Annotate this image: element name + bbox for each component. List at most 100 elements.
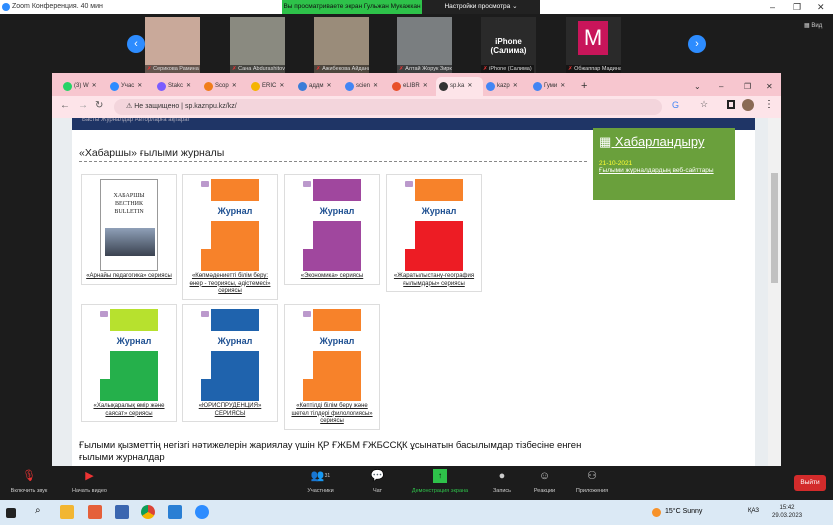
journal-card[interactable]: Журнал «Халықаралық өмір және саясат» сер… (81, 304, 177, 422)
participant-tile[interactable]: ✗ Ажибекова Айдана (314, 17, 369, 73)
journal-cover[interactable]: Журнал (303, 309, 361, 401)
reactions-button[interactable]: ☺ Реакции (533, 470, 556, 494)
site-nav[interactable]: Басты Журналдар Авторларға ақпарат (72, 118, 755, 130)
tab-favicon-icon (345, 82, 354, 91)
weather-text[interactable]: 15°C Sunny (665, 508, 703, 515)
bookmark-star-icon[interactable]: ☆ (700, 99, 709, 109)
powerpoint-icon[interactable] (88, 505, 102, 519)
back-icon[interactable]: ← (60, 100, 70, 111)
chrome-icon[interactable] (141, 505, 155, 519)
prev-participants-button[interactable]: ‹ (127, 35, 145, 53)
browser-tab[interactable]: аддм ✕ (295, 77, 342, 96)
journal-cover[interactable]: Журнал (303, 179, 361, 271)
view-button[interactable]: ▦ Вид (804, 23, 823, 29)
announcement-title[interactable]: ▦ Хабарландыру (599, 134, 705, 149)
journal-link[interactable]: «Көпмәдениетті білім беру: өнер - теория… (189, 273, 271, 294)
journal-card[interactable]: Журнал «Көптілді білім беру және шетел ті… (284, 304, 380, 430)
chat-button[interactable]: 💬 Чат (370, 470, 385, 494)
journal-card[interactable]: Журнал «ЮРИСПРУДЕНЦИЯ» СЕРИЯСЫ (182, 304, 278, 422)
participant-tile[interactable]: M ✗ Обжаппар Мадина Бе... (566, 17, 621, 73)
browser-tab[interactable]: Гуми ✕ (530, 77, 577, 96)
participant-tile[interactable]: iPhone (Салима) ✗ iPhone (Салима) (481, 17, 536, 73)
browser-tab[interactable]: Учас ✕ (107, 77, 154, 96)
participant-tile[interactable]: ✗ Серикова Рамина (145, 17, 200, 73)
browser-tab[interactable]: sp.ka ✕ (436, 77, 483, 96)
close-tab-icon[interactable]: ✕ (231, 83, 237, 89)
browser-tab[interactable]: (3) W ✕ (60, 77, 107, 96)
close-tab-icon[interactable]: ✕ (422, 83, 428, 89)
new-tab-button[interactable]: + (581, 80, 588, 92)
start-video-button[interactable]: ▶ Начать видео (72, 470, 107, 494)
next-participants-button[interactable]: › (688, 35, 706, 53)
forward-icon[interactable]: → (78, 100, 88, 111)
journal-cover[interactable]: Журнал (201, 179, 259, 271)
tab-favicon-icon (63, 82, 72, 91)
google-icon[interactable]: G (672, 100, 680, 110)
apps-button[interactable]: ⚇ Приложения (575, 470, 609, 494)
announcement-link[interactable]: Ғылыми журналдардың веб-сайттары (599, 167, 714, 174)
browser-tab[interactable]: eLIBR ✕ (389, 77, 436, 96)
journal-cover[interactable]: ХАБАРШЫ ВЕСТНИК BULLETIN (100, 179, 158, 271)
close-tab-icon[interactable]: ✕ (560, 83, 566, 89)
photos-icon[interactable] (168, 505, 182, 519)
browser-close-button[interactable]: ✕ (766, 82, 773, 91)
journal-cover[interactable]: Журнал (100, 309, 158, 401)
participant-name: ✗ Серикова Рамина (145, 65, 200, 73)
close-tab-icon[interactable]: ✕ (279, 83, 285, 89)
avatar[interactable] (742, 99, 754, 111)
browser-minimize-button[interactable]: – (719, 82, 724, 91)
journal-card[interactable]: ХАБАРШЫ ВЕСТНИК BULLETIN «Арнайы педагоги… (81, 174, 177, 285)
file-explorer-icon[interactable] (60, 505, 74, 519)
menu-icon[interactable]: ⋮ (764, 99, 774, 110)
participant-tile[interactable]: ✗ Сана Abdurashitova (230, 17, 285, 73)
journal-card[interactable]: Журнал «Жаратылыстану-география ғылымдары… (386, 174, 482, 292)
close-tab-icon[interactable]: ✕ (326, 83, 332, 89)
reload-icon[interactable]: ↻ (95, 100, 104, 111)
url-input[interactable]: ⚠ Не защищено | sp.kaznpu.kz/kz/ (114, 99, 662, 115)
browser-tab[interactable]: ERIC ✕ (248, 77, 295, 96)
journal-link[interactable]: «ЮРИСПРУДЕНЦИЯ» СЕРИЯСЫ (198, 403, 262, 417)
clock[interactable]: 15:42 29.03.2023 (772, 505, 803, 519)
scrollbar-thumb[interactable] (771, 173, 778, 283)
record-button[interactable]: ● Запись (492, 470, 512, 494)
close-button[interactable]: ✕ (817, 2, 825, 12)
journal-link[interactable]: «Халықаралық өмір және саясат» сериясы (93, 403, 165, 417)
browser-tab[interactable]: scien ✕ (342, 77, 389, 96)
tab-search-icon[interactable]: ⌄ (694, 82, 701, 91)
close-tab-icon[interactable]: ✕ (186, 83, 192, 89)
journal-cover[interactable]: Журнал (201, 309, 259, 401)
close-tab-icon[interactable]: ✕ (373, 83, 379, 89)
browser-maximize-button[interactable]: ❐ (744, 82, 752, 91)
close-tab-icon[interactable]: ✕ (467, 83, 473, 89)
sidebar-icon[interactable] (727, 100, 735, 109)
close-tab-icon[interactable]: ✕ (512, 83, 518, 89)
language-indicator[interactable]: ҚАЗ (748, 508, 760, 514)
browser-tab[interactable]: kazp ✕ (483, 77, 530, 96)
scrollbar[interactable] (768, 118, 781, 466)
journal-link[interactable]: «Арнайы педагогика» сериясы (86, 273, 172, 279)
browser-tab[interactable]: Stakс ✕ (154, 77, 201, 96)
minimize-button[interactable]: – (770, 2, 776, 12)
journal-card[interactable]: Журнал «Экономика» сериясы (284, 174, 380, 285)
participant-video (314, 17, 369, 73)
leave-button[interactable]: Выйти (794, 475, 826, 491)
close-tab-icon[interactable]: ✕ (91, 83, 97, 89)
participant-tile[interactable]: ✗ Алтай Жорук Зиркыналиев (397, 17, 452, 73)
participants-button[interactable]: 👥31 Участники (307, 470, 334, 494)
unmute-button[interactable]: 🎙 Включить звук (10, 470, 48, 494)
view-settings-button[interactable]: Настройки просмотра ⌄ (422, 0, 540, 14)
journal-link[interactable]: «Көптілді білім беру және шетел тілдері … (291, 403, 373, 424)
journal-cover[interactable]: Журнал (405, 179, 463, 271)
journal-link[interactable]: «Экономика» сериясы (300, 273, 364, 279)
search-icon[interactable]: ⌕ (35, 505, 41, 516)
journal-link[interactable]: «Жаратылыстану-география ғылымдары» сери… (393, 273, 475, 287)
start-icon[interactable] (6, 508, 16, 518)
participant-video (145, 17, 200, 73)
close-tab-icon[interactable]: ✕ (137, 83, 143, 89)
browser-tab[interactable]: Scop ✕ (201, 77, 248, 96)
share-screen-button[interactable]: ↑ Демонстрация экрана (411, 469, 469, 494)
maximize-button[interactable]: ❐ (793, 2, 802, 12)
zoom-app-icon[interactable] (195, 505, 209, 519)
journal-card[interactable]: Журнал «Көпмәдениетті білім беру: өнер - … (182, 174, 278, 300)
word-icon[interactable] (115, 505, 129, 519)
